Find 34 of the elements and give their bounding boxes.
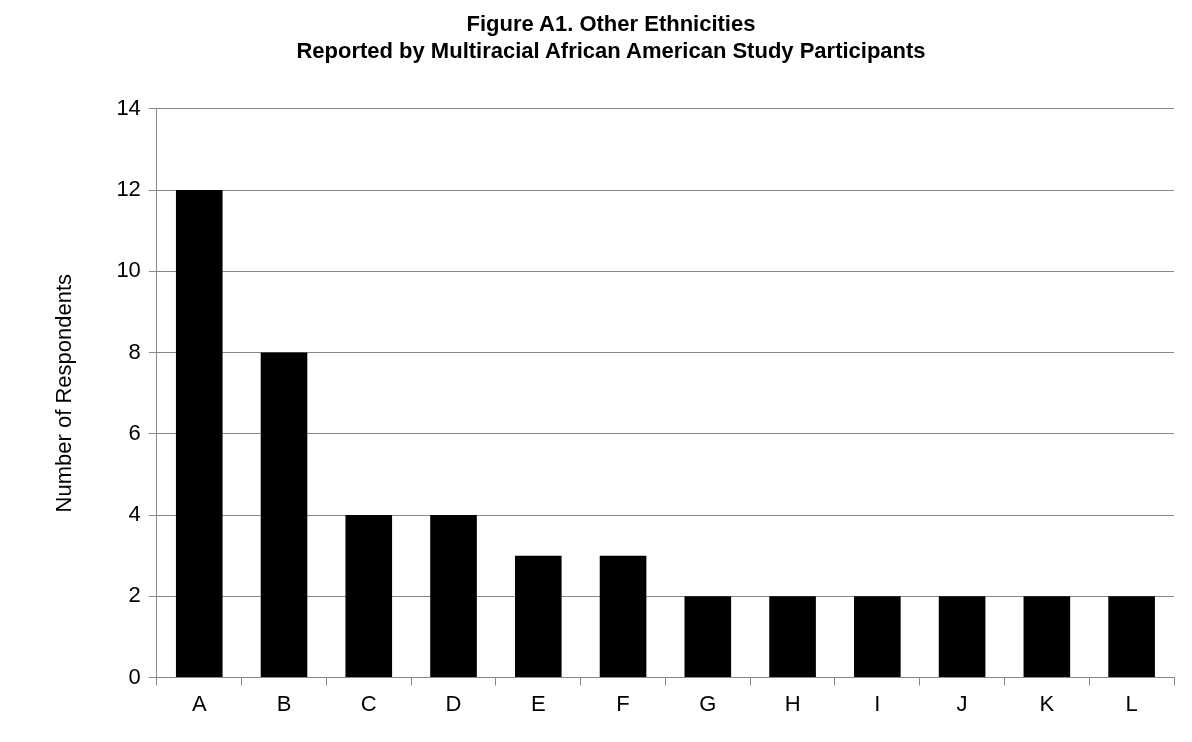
x-tick-label: I [874,690,881,716]
bar [514,555,562,678]
x-tick-label: B [276,690,292,716]
bar [684,596,732,678]
y-axis-title: Number of Respondents [51,273,77,513]
bar [854,596,901,678]
y-tick-label: 4 [128,501,141,527]
x-tick-label: J [956,690,968,716]
x-tick-label: L [1125,690,1138,716]
y-tick-label: 2 [128,582,141,608]
y-tick-label: 0 [128,663,141,689]
bar [1108,596,1155,678]
x-tick-label: A [191,690,207,716]
x-tick-label: E [530,690,546,716]
bar [430,515,477,678]
bar [599,555,647,678]
chart-title: Figure A1. Other Ethnicities Reported by Multiracial African American Study Participants [296,11,926,63]
bar [769,596,816,678]
x-tick-label: F [616,690,630,716]
y-tick-label: 8 [128,338,141,364]
x-tick-label: K [1039,690,1055,716]
x-tick-label: D [445,690,462,716]
bar [1023,596,1071,678]
x-tick-label: C [360,690,377,716]
y-tick-label: 6 [128,419,141,445]
bar [345,515,393,678]
bar [175,190,223,678]
bar [260,352,308,678]
y-tick-label: 12 [116,176,141,202]
bar [938,596,986,678]
x-tick-label: H [784,690,801,716]
y-tick-label: 14 [116,94,141,120]
y-tick-label: 10 [116,257,141,283]
x-tick-label: G [699,690,717,716]
